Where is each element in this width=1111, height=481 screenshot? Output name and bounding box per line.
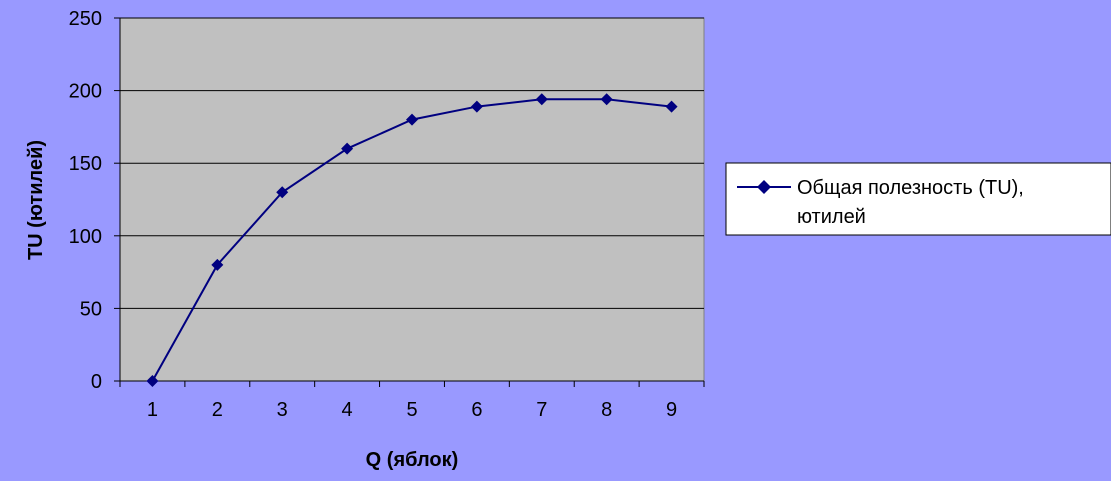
x-tick-label: 5 bbox=[406, 399, 417, 421]
axes bbox=[114, 17, 705, 387]
x-tick-label: 6 bbox=[471, 399, 482, 421]
data-point-marker bbox=[341, 142, 354, 155]
y-tick-label: 0 bbox=[91, 371, 102, 393]
y-tick-label: 250 bbox=[69, 8, 102, 30]
data-point-marker bbox=[146, 375, 159, 387]
x-tick-label: 2 bbox=[212, 399, 223, 421]
x-tick-label: 7 bbox=[536, 399, 547, 421]
data-point-marker bbox=[535, 93, 548, 106]
x-tick-labels: 1 2 3 4 5 6 7 8 9 bbox=[147, 399, 677, 421]
data-point-marker bbox=[665, 100, 678, 113]
x-tick-label: 1 bbox=[147, 399, 158, 421]
y-tick-label: 150 bbox=[69, 153, 102, 175]
legend-marker-icon bbox=[757, 180, 771, 194]
data-point-marker bbox=[406, 113, 418, 126]
data-point-marker bbox=[211, 258, 224, 271]
legend-label-line-2: ютилей bbox=[797, 206, 866, 228]
y-tick-label: 200 bbox=[69, 81, 102, 103]
y-axis-title: TU (ютилей) bbox=[25, 140, 47, 260]
data-point-marker bbox=[600, 93, 613, 106]
gridlines bbox=[120, 17, 704, 309]
x-tick-label: 8 bbox=[601, 399, 612, 421]
y-tick-label: 100 bbox=[69, 226, 102, 248]
plot-area bbox=[119, 17, 705, 382]
legend-label-line-1: Общая полезность (TU), bbox=[797, 177, 1024, 199]
x-tick-label: 3 bbox=[277, 399, 288, 421]
legend: Общая полезность (TU), ютилей bbox=[725, 162, 1111, 236]
y-tick-labels: 0 50 100 150 200 250 bbox=[69, 8, 102, 393]
data-series bbox=[146, 93, 678, 387]
x-tick-label: 9 bbox=[666, 399, 677, 421]
legend-box bbox=[725, 162, 1111, 236]
data-point-marker bbox=[276, 186, 289, 199]
x-axis-title: Q (яблок) bbox=[366, 449, 459, 471]
data-point-marker bbox=[470, 100, 483, 113]
y-tick-label: 50 bbox=[80, 298, 102, 320]
x-tick-label: 4 bbox=[342, 399, 353, 421]
